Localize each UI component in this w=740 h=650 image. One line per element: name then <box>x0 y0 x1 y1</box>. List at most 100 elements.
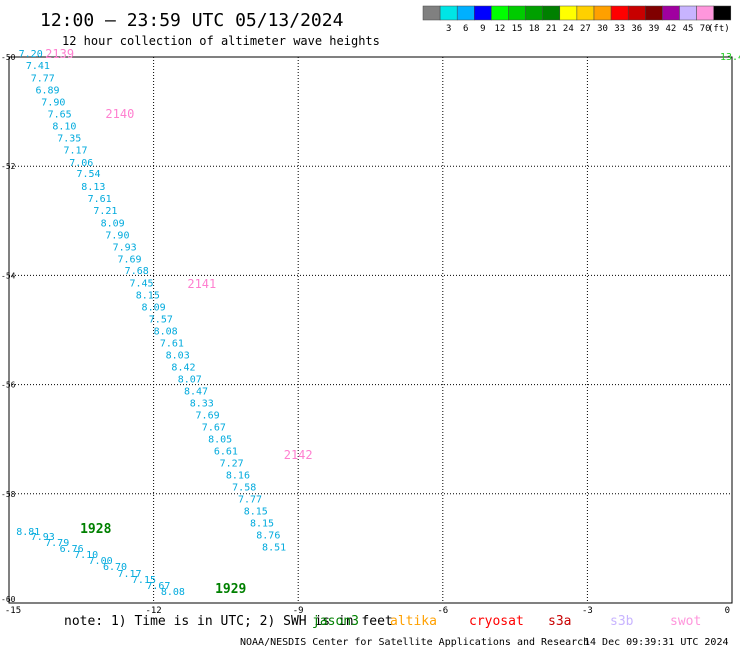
wave-height-value: 7.10 <box>74 550 98 561</box>
legend-swatch-label: 36 <box>631 24 642 34</box>
legend-swatch-label: 42 <box>666 24 677 34</box>
wave-height-value: 7.20 <box>19 49 43 60</box>
wave-height-value: 7.15 <box>132 575 156 586</box>
wave-height-value: 7.93 <box>113 242 137 253</box>
legend-swatch <box>525 5 543 21</box>
legend-swatch <box>491 5 509 21</box>
legend-swatch-label: 39 <box>648 24 659 34</box>
wave-height-value: 7.35 <box>57 134 81 145</box>
wave-height-value: 8.09 <box>101 218 125 229</box>
satellite-name-s3a: s3a <box>548 614 571 629</box>
satellite-name-cryosat: cryosat <box>469 614 524 629</box>
wave-height-value: 6.89 <box>36 86 60 97</box>
lon-tick-label: 0 <box>725 606 730 616</box>
legend-swatch <box>542 5 561 21</box>
wave-height-value: 7.79 <box>45 538 69 549</box>
wave-height-value: 7.17 <box>63 146 87 157</box>
legend-swatch <box>645 5 663 21</box>
wave-height-value: 7.93 <box>31 532 55 543</box>
wave-height-points: 7.207.417.776.897.907.658.107.357.177.06… <box>16 49 286 598</box>
lat-tick-label: -54 <box>1 271 16 280</box>
legend-swatch <box>610 5 629 21</box>
wave-height-value: 7.54 <box>76 169 100 180</box>
pass-number-label: 1929 <box>215 582 246 597</box>
satellite-legend: jason3 altika cryosat s3a s3b swot <box>312 614 701 629</box>
legend-swatch <box>559 5 578 21</box>
wave-height-value: 7.21 <box>93 206 117 217</box>
wave-height-value: 8.07 <box>178 374 202 385</box>
lon-tick-label: -15 <box>5 606 21 616</box>
page-subtitle: 12 hour collection of altimeter wave hei… <box>62 34 380 48</box>
satellite-name-s3b: s3b <box>610 614 634 629</box>
legend-swatch-label: 21 <box>546 24 557 34</box>
wave-height-value: 8.51 <box>262 543 286 554</box>
page-title: 12:00 — 23:59 UTC 05/13/2024 <box>40 10 343 31</box>
wave-height-value: 7.61 <box>160 338 184 349</box>
wave-height-value: 8.10 <box>52 122 76 133</box>
wave-height-value: 8.08 <box>154 326 178 337</box>
lat-tick-label: -58 <box>1 490 16 499</box>
legend-unit: (ft) <box>708 24 730 34</box>
legend-swatch <box>713 5 732 21</box>
axis-tick-labels: -15 -12 -9 -6 -3 0 -50 -52 -54 -56 -58 -60 <box>1 53 730 616</box>
edge-value-label: 13.4 <box>720 52 740 63</box>
wave-height-value: 7.41 <box>26 61 50 72</box>
footer-credit: NOAA/NESDIS Center for Satellite Applica… <box>240 637 589 648</box>
lat-tick-label: -50 <box>1 53 16 62</box>
wave-height-value: 8.15 <box>136 290 160 301</box>
wave-height-value: 7.65 <box>48 110 72 121</box>
wave-height-value: 8.47 <box>184 386 208 397</box>
wave-height-value: 7.69 <box>196 410 220 421</box>
wave-height-value: 8.76 <box>256 531 280 542</box>
wave-height-value: 8.42 <box>171 362 195 373</box>
satellite-name-altika: altika <box>390 614 437 629</box>
satellite-name-swot: swot <box>670 614 701 629</box>
lat-tick-label: -60 <box>1 595 16 604</box>
wave-height-value: 7.57 <box>149 314 173 325</box>
legend-swatch-label: 18 <box>529 24 540 34</box>
footer-timestamp: 14 Dec 09:39:31 UTC 2024 <box>584 637 729 648</box>
legend-swatch <box>679 5 697 21</box>
lon-tick-label: -6 <box>437 606 448 616</box>
wave-height-value: 8.15 <box>244 507 268 518</box>
legend-swatch <box>662 5 680 21</box>
wave-height-value: 8.13 <box>81 182 105 193</box>
map-grid <box>9 57 732 603</box>
legend-swatch-label: 24 <box>563 24 574 34</box>
legend-swatch-label: 27 <box>580 24 591 34</box>
pass-number-label: 2141 <box>187 277 216 291</box>
legend-swatch-label: 3 <box>446 24 451 34</box>
legend-swatch-label: 12 <box>495 24 506 34</box>
wave-height-value: 8.33 <box>190 398 214 409</box>
legend-swatch <box>456 5 475 21</box>
wave-height-value: 6.70 <box>103 562 127 573</box>
wave-height-value: 7.06 <box>69 158 93 169</box>
pass-number-label: 1928 <box>80 522 111 537</box>
wave-height-value: 8.81 <box>16 527 40 538</box>
legend-swatch-label: 33 <box>614 24 625 34</box>
plot-frame <box>8 56 733 604</box>
wave-height-value: 7.67 <box>202 422 226 433</box>
legend-swatch <box>422 5 441 21</box>
wave-height-value: 7.27 <box>220 459 244 470</box>
wave-height-value: 7.17 <box>117 569 141 580</box>
legend-swatch <box>627 5 646 21</box>
pass-number-label: 2142 <box>284 448 313 462</box>
wave-height-value: 6.76 <box>60 544 84 555</box>
wave-height-value: 8.15 <box>250 519 274 530</box>
wave-height-value: 7.77 <box>31 74 55 85</box>
wave-height-value: 8.09 <box>142 302 166 313</box>
satellite-name-jason3: jason3 <box>312 614 359 629</box>
wave-height-value: 7.77 <box>238 495 262 506</box>
wave-height-value: 7.61 <box>88 194 112 205</box>
legend-swatch-label: 9 <box>480 24 485 34</box>
wave-height-value: 7.45 <box>130 278 154 289</box>
pass-number-label: 2140 <box>105 107 134 121</box>
legend-swatch-label: 70 <box>700 24 711 34</box>
lat-tick-label: -52 <box>1 162 16 171</box>
wave-height-value: 8.05 <box>208 434 232 445</box>
wave-height-value: 7.69 <box>117 254 141 265</box>
wave-height-value: 8.08 <box>161 587 185 598</box>
lon-tick-label: -12 <box>145 606 161 616</box>
